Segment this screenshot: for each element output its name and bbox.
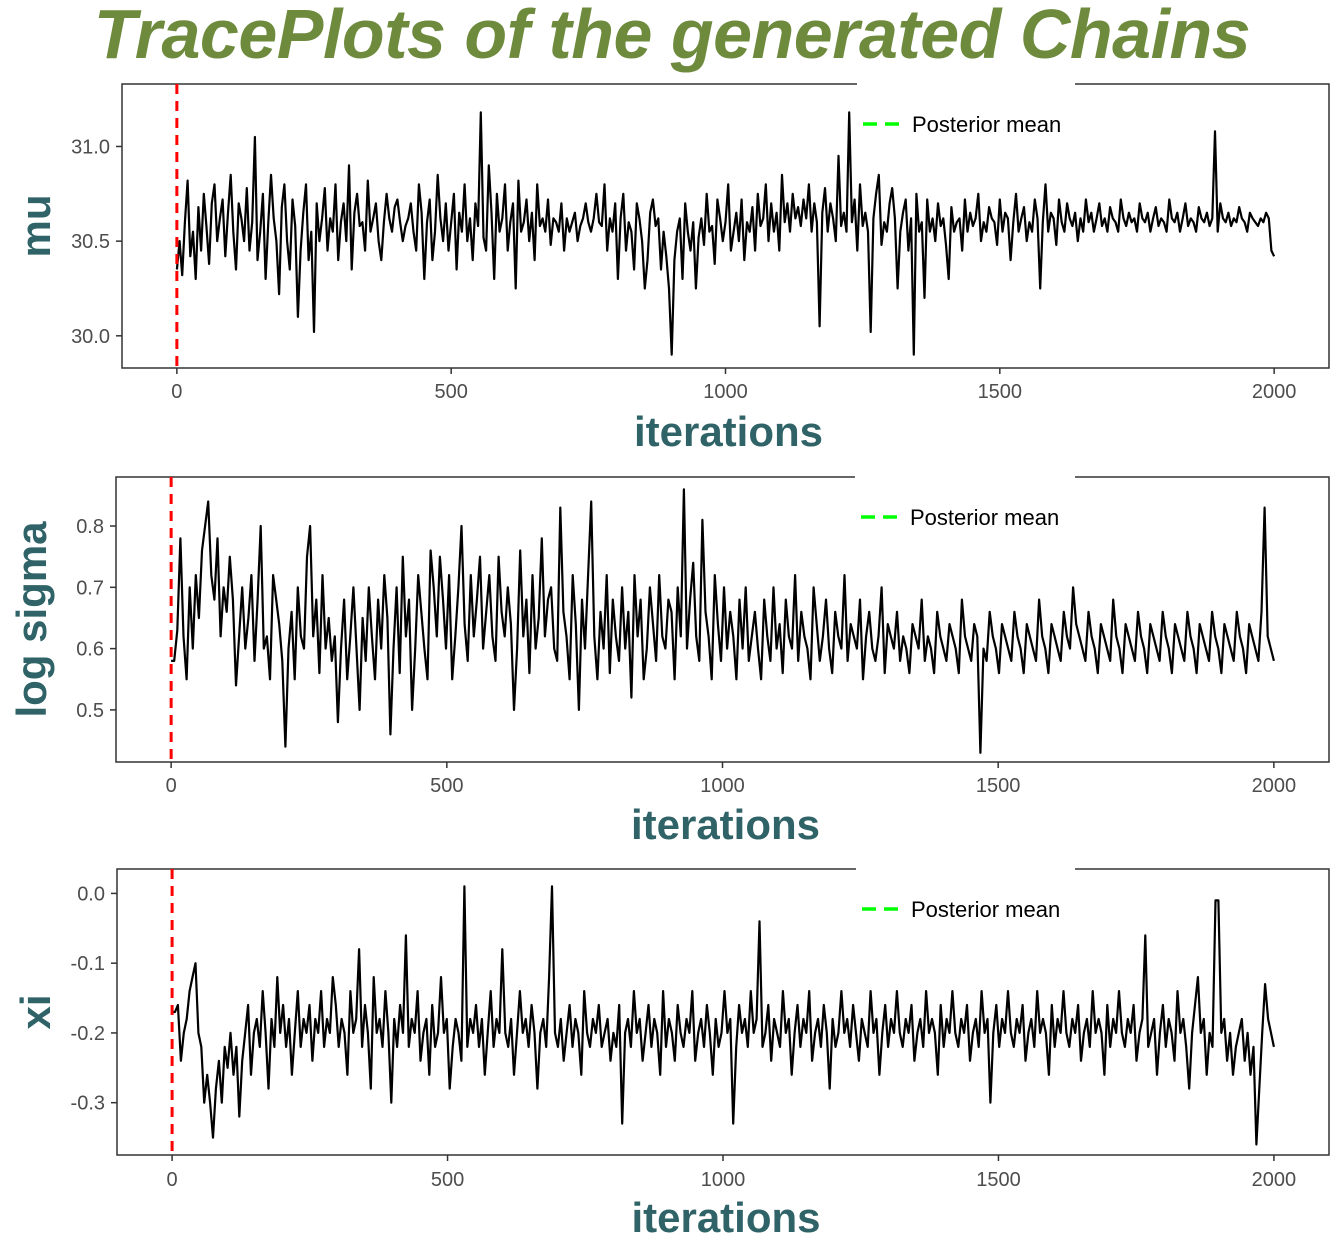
mu-x-tick-label: 1500	[978, 381, 1023, 403]
mu-y-tick-label: 31.0	[71, 136, 110, 158]
log-sigma-y-axis-title: log sigma	[8, 521, 55, 718]
xi-y-tick-label: -0.3	[71, 1093, 105, 1115]
panel-log-sigma: Posterior mean 0 500 1000 1500 2000 0.5 0.6 0.7 0…	[8, 473, 1330, 848]
log-sigma-x-tick-label: 0	[166, 775, 177, 797]
mu-legend-label: Posterior mean	[912, 112, 1061, 137]
log-sigma-y-tick-label: 0.8	[76, 516, 104, 538]
xi-y-tick-label: -0.2	[71, 1023, 105, 1045]
log-sigma-y-tick-label: 0.5	[76, 700, 104, 722]
mu-x-tick-label: 0	[171, 381, 182, 403]
log-sigma-legend-label: Posterior mean	[910, 505, 1059, 530]
xi-x-tick-label: 1000	[701, 1169, 746, 1191]
xi-y-tick-label: -0.1	[71, 953, 105, 975]
xi-trace-line	[172, 885, 1275, 1146]
xi-x-tick-label: 1500	[976, 1169, 1021, 1191]
xi-x-axis-title: iterations	[631, 1194, 820, 1241]
mu-x-axis-title: iterations	[634, 408, 823, 455]
mu-x-tick-label: 1000	[703, 381, 748, 403]
chart-title: TracePlots of the generated Chains	[93, 0, 1251, 73]
xi-x-tick-label: 500	[431, 1169, 464, 1191]
mu-x-tick-label: 500	[434, 381, 467, 403]
xi-x-tick-label: 2000	[1252, 1169, 1297, 1191]
log-sigma-x-axis-title: iterations	[631, 801, 820, 848]
log-sigma-x-tick-label: 2000	[1252, 775, 1297, 797]
log-sigma-y-tick-label: 0.6	[76, 639, 104, 661]
xi-legend-box	[856, 865, 1075, 945]
log-sigma-x-tick-label: 1500	[976, 775, 1021, 797]
panel-xi: Posterior mean 0 500 1000 1500 2000 0.0 -0.1 -0.…	[12, 865, 1330, 1241]
xi-y-axis-title: xi	[12, 994, 59, 1029]
log-sigma-y-tick-label: 0.7	[76, 577, 104, 599]
mu-y-tick-label: 30.5	[71, 231, 110, 253]
xi-x-tick-label: 0	[167, 1169, 178, 1191]
panel-mu: Posterior mean 0 500 1000 1500 2000 30.0 30.5 31…	[12, 80, 1330, 455]
log-sigma-x-tick-label: 500	[430, 775, 463, 797]
mu-x-tick-label: 2000	[1252, 381, 1297, 403]
log-sigma-legend-box	[855, 473, 1075, 553]
mu-y-axis-title: mu	[12, 195, 59, 258]
mu-legend-box	[857, 80, 1075, 160]
xi-legend-label: Posterior mean	[911, 897, 1060, 922]
log-sigma-x-tick-label: 1000	[700, 775, 745, 797]
mu-y-tick-label: 30.0	[71, 326, 110, 348]
log-sigma-trace-line	[171, 488, 1275, 754]
xi-y-tick-label: 0.0	[77, 883, 105, 905]
mu-trace-line	[175, 111, 1276, 356]
